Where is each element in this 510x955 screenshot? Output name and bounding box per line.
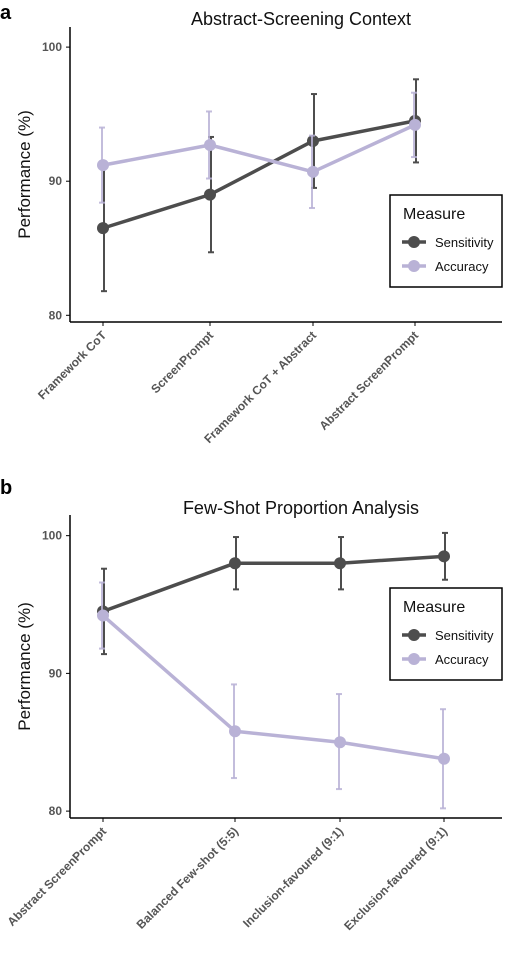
data-point-accuracy: [97, 159, 109, 172]
y-tick-label: 90: [49, 174, 63, 188]
data-point-accuracy: [409, 118, 421, 131]
data-point-sensitivity: [97, 222, 109, 235]
data-point-accuracy: [334, 736, 346, 749]
series-line-accuracy: [102, 123, 416, 174]
data-point-sensitivity: [204, 188, 216, 201]
panel-letter-b: b: [0, 477, 12, 499]
series-line-sensitivity: [102, 119, 416, 230]
series-line-accuracy: [101, 614, 445, 761]
y-axis-label: Performance (%): [15, 110, 34, 238]
legend-marker-sensitivity: [408, 629, 420, 641]
chart-title: Abstract-Screening Context: [191, 9, 411, 29]
series-line-sensitivity: [102, 554, 445, 614]
data-point-accuracy: [307, 165, 319, 178]
data-point-sensitivity: [438, 550, 450, 563]
legend-label-sensitivity: Sensitivity: [435, 628, 494, 643]
panel-letter-a: a: [0, 2, 12, 24]
legend-marker-sensitivity: [408, 236, 420, 248]
legend-label-accuracy: Accuracy: [435, 259, 489, 274]
x-tick-label: Balanced Few-shot (5:5): [134, 824, 242, 932]
y-tick-label: 80: [49, 308, 63, 322]
y-tick-label: 90: [49, 666, 63, 680]
x-tick-label: Abstract ScreenPrompt: [316, 328, 421, 433]
x-tick-label: Exclusion-favoured (9:1): [341, 824, 450, 933]
data-point-accuracy: [97, 609, 109, 622]
legend-marker-accuracy: [408, 653, 420, 665]
data-point-sensitivity: [229, 557, 241, 570]
legend-label-accuracy: Accuracy: [435, 652, 489, 667]
y-tick-label: 100: [42, 40, 62, 54]
legend-title: Measure: [403, 599, 465, 616]
y-axis-label: Performance (%): [15, 602, 34, 730]
x-tick-label: Framework CoT + Abstract: [201, 328, 319, 446]
x-tick-label: Inclusion-favoured (9:1): [240, 824, 346, 930]
legend-marker-accuracy: [408, 260, 420, 272]
x-tick-label: ScreenPrompt: [148, 328, 216, 396]
chart-panel-b: Few-Shot Proportion Analysis 80 90 100 Perfo…: [4, 498, 503, 933]
legend-title: Measure: [403, 206, 465, 223]
data-point-accuracy: [229, 725, 241, 738]
data-point-sensitivity: [334, 557, 346, 570]
y-tick-label: 100: [42, 529, 62, 543]
y-tick-label: 80: [49, 804, 63, 818]
data-point-accuracy: [204, 139, 216, 151]
legend-label-sensitivity: Sensitivity: [435, 235, 494, 250]
x-tick-label: Abstract ScreenPrompt: [4, 824, 109, 929]
data-point-accuracy: [438, 752, 450, 765]
x-tick-label: Framework CoT: [35, 328, 109, 402]
chart-title: Few-Shot Proportion Analysis: [183, 498, 419, 518]
chart-panel-a: Abstract-Screening Context 80 90 100 Perform…: [15, 9, 503, 446]
